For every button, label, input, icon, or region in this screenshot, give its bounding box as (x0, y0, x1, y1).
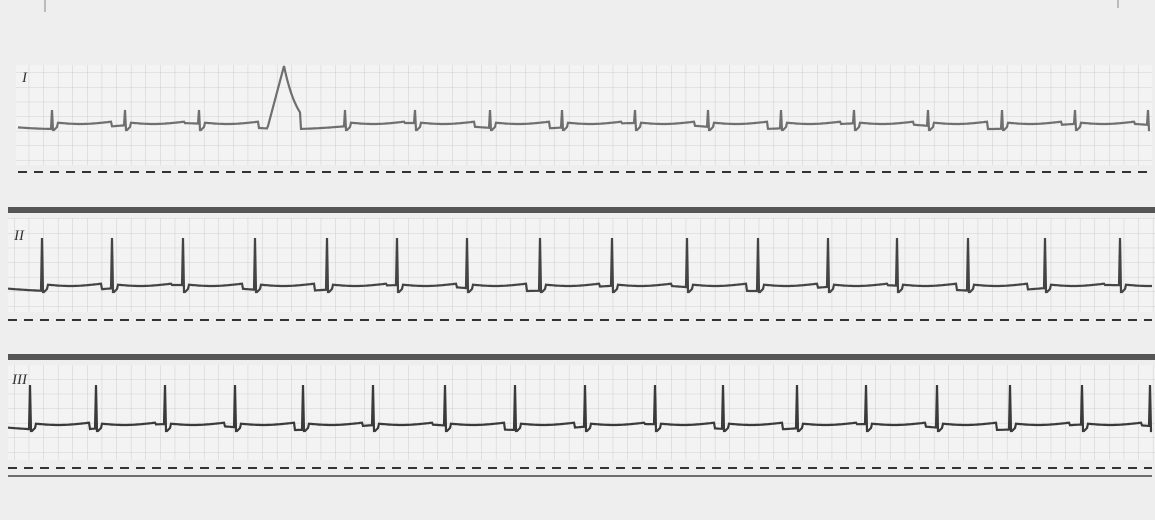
grid-strip (16, 65, 1152, 165)
ecg-trace (17, 65, 1151, 132)
separator (8, 354, 1155, 360)
lead-label: I (21, 70, 28, 86)
separator (8, 207, 1155, 213)
ecg-trace (7, 384, 1153, 433)
grid-strip (8, 365, 1155, 460)
lead-label: II (13, 228, 25, 244)
grid-strip (8, 218, 1155, 312)
lead-label: III (11, 372, 28, 388)
ecg-trace (7, 237, 1152, 294)
traces (7, 65, 1153, 433)
